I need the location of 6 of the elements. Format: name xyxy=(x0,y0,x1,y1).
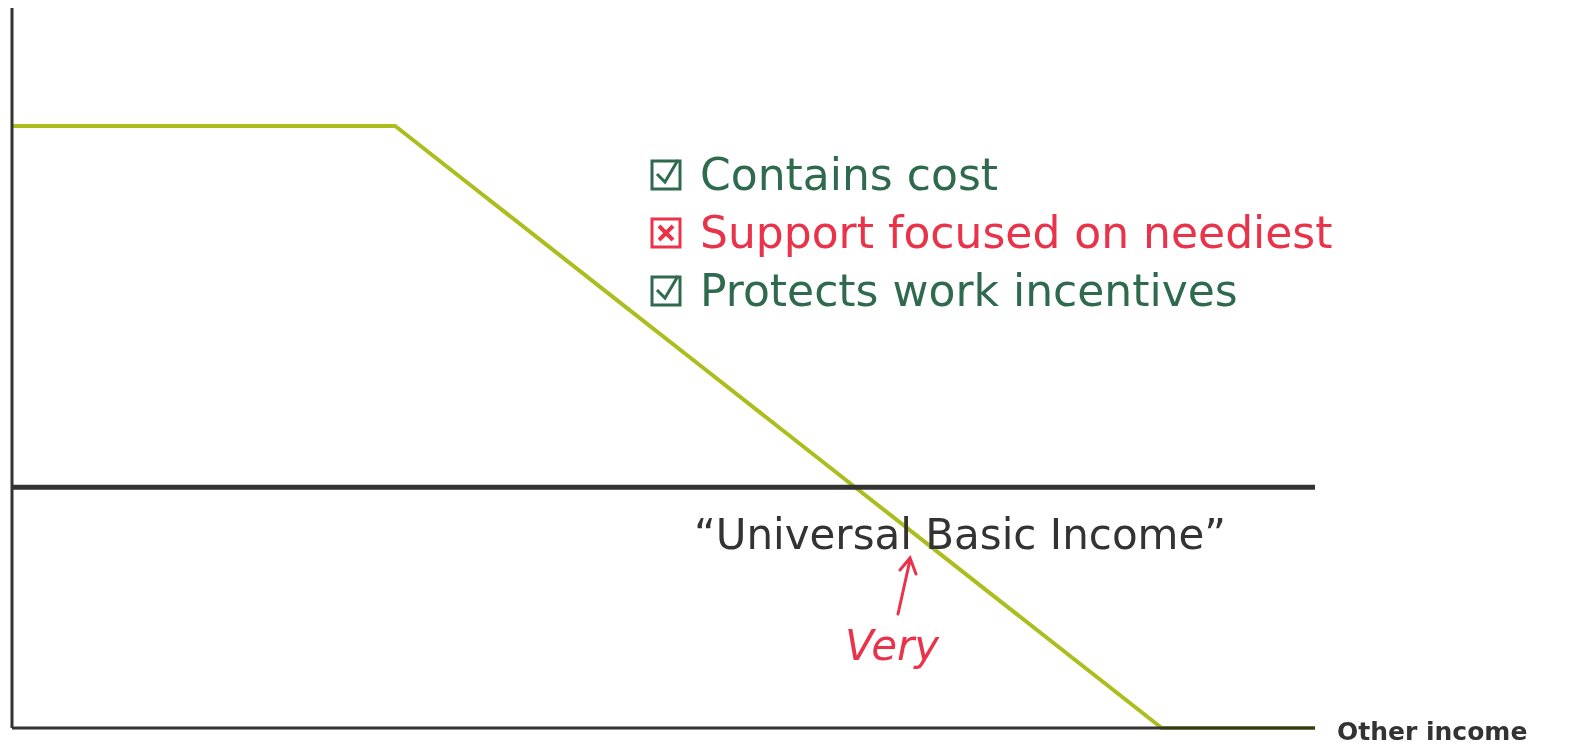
x-axis-title: Other income xyxy=(1337,717,1528,746)
ref-line-label: “Universal Basic Income” xyxy=(693,510,1227,560)
annotation: Protects work incentives xyxy=(700,265,1238,316)
annotation: Support focused on neediest xyxy=(700,207,1333,258)
annotation: Very xyxy=(844,621,941,670)
annotation: Contains cost xyxy=(700,149,999,200)
